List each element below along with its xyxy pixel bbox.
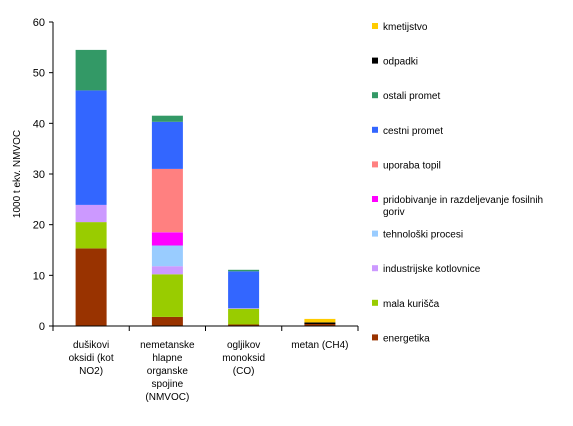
- bar-segment-3-0: [304, 324, 336, 326]
- bar-segment-3-8: [304, 322, 336, 324]
- y-tick-label-5: 50: [33, 68, 45, 80]
- legend-label-1: mala kurišča: [383, 299, 440, 310]
- bar-segment-1-2: [151, 266, 183, 275]
- legend-swatch-0: [372, 334, 378, 341]
- y-tick-label-2: 20: [33, 220, 45, 232]
- bar-segment-0-0: [75, 248, 107, 326]
- x-category-label-line: (NMVOC): [145, 392, 189, 403]
- x-category-label-line: oksidi (kot: [69, 353, 114, 364]
- y-tick-label-4: 40: [33, 118, 45, 130]
- legend-label-line: goriv: [383, 207, 405, 218]
- bar-segment-2-2: [228, 308, 260, 309]
- bar-segment-0-6: [75, 90, 107, 205]
- y-tick-label-3: 30: [33, 169, 45, 181]
- bar-segment-0-7: [75, 49, 107, 91]
- legend-label-0: energetika: [383, 333, 430, 344]
- bar-segment-1-7: [151, 115, 183, 122]
- legend-label-9: kmetijstvo: [383, 22, 428, 33]
- legend-label-3: tehnološki procesi: [383, 230, 463, 241]
- legend-swatch-7: [372, 92, 378, 99]
- y-tick-label-1: 10: [33, 270, 45, 282]
- bar-segment-0-2: [75, 204, 107, 223]
- bar-segment-1-5: [151, 168, 183, 233]
- legend-label-4: pridobivanje in razdeljevanje fosilnih go…: [383, 195, 543, 218]
- bar-segment-1-6: [151, 121, 183, 169]
- bar-segment-1-3: [151, 245, 183, 267]
- x-category-label-line: hlapne: [152, 353, 182, 364]
- legend-swatch-9: [372, 23, 378, 29]
- legend-swatch-5: [372, 161, 378, 168]
- x-category-label-line: ogljikov: [227, 340, 260, 351]
- bar-segment-2-6: [228, 271, 260, 309]
- legend-label-line: pridobivanje in razdeljevanje fosilnih: [383, 195, 543, 206]
- x-category-label-3: metan (CH4): [291, 340, 348, 351]
- legend-label-5: uporaba topil: [383, 160, 441, 171]
- legend-swatch-4: [372, 196, 378, 202]
- legend-label-8: odpadki: [383, 57, 418, 68]
- legend-swatch-3: [372, 230, 378, 237]
- bar-segment-3-9: [304, 318, 336, 323]
- y-axis-title: 1000 t ekv. NMVOC: [12, 130, 23, 218]
- bar-segment-1-1: [151, 274, 183, 317]
- x-category-label-line: metan (CH4): [291, 340, 348, 351]
- bar-segment-2-7: [228, 269, 260, 272]
- legend: kmetijstvo odpadki ostali promet cestni pro…: [372, 22, 543, 344]
- bar-segment-2-1: [228, 308, 260, 325]
- x-category-label-1: nemetanske hlapne organske spojine (NMVOC): [140, 340, 195, 403]
- x-category-label-line: nemetanske: [140, 340, 195, 351]
- legend-swatch-1: [372, 299, 378, 306]
- x-category-label-2: ogljikov monoksid (CO): [222, 340, 265, 377]
- plot-area: [75, 49, 336, 326]
- x-category-label-line: monoksid: [222, 353, 265, 364]
- y-tick-label-0: 0: [39, 321, 45, 333]
- x-category-label-0: dušikovi oksidi (kot NO2): [69, 340, 114, 377]
- legend-swatch-8: [372, 57, 378, 64]
- bar-segment-2-0: [228, 324, 260, 326]
- axes: 0 10 20 30 40 50 60 dušikovi oksidi (kot NO2) neme…: [12, 17, 359, 403]
- legend-label-2: industrijske kotlovnice: [383, 264, 481, 275]
- legend-swatch-6: [372, 126, 378, 133]
- legend-swatch-2: [372, 265, 378, 272]
- legend-label-6: cestni promet: [383, 126, 443, 137]
- x-category-label-line: (CO): [233, 366, 255, 377]
- bar-segment-1-4: [151, 232, 183, 246]
- y-tick-label-6: 60: [33, 17, 45, 29]
- bar-segment-0-1: [75, 222, 107, 249]
- x-category-label-line: dušikovi: [73, 340, 109, 351]
- x-category-label-line: organske: [147, 366, 189, 377]
- x-category-label-line: spojine: [152, 379, 184, 390]
- x-category-label-line: NO2): [79, 366, 103, 377]
- bar-segment-1-0: [151, 316, 183, 326]
- legend-label-7: ostali promet: [383, 91, 440, 102]
